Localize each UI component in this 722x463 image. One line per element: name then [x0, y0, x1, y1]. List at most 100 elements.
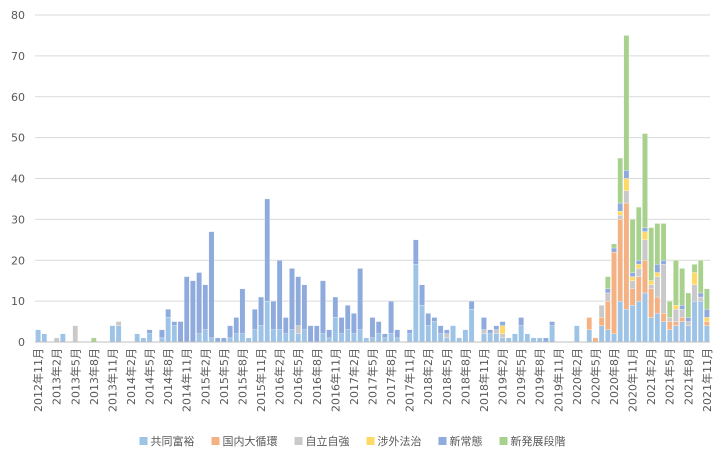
legend-label: 涉外法治: [378, 434, 422, 448]
bar-segment: [704, 288, 710, 310]
bar-segment: [171, 325, 178, 343]
bar-segment: [146, 329, 153, 334]
y-tick-label: 20: [11, 254, 25, 267]
bar-segment: [450, 325, 456, 343]
bar-segment: [493, 325, 500, 330]
bar-segment: [524, 333, 531, 343]
bar-segment: [301, 329, 308, 343]
bar-segment: [115, 321, 122, 326]
bar-segment: [623, 35, 630, 171]
bar-segment: [344, 305, 351, 330]
bar-segment: [388, 300, 394, 334]
x-tick-label: 2015年5月: [217, 348, 231, 405]
bar-segment: [530, 337, 537, 343]
bar-segment: [171, 321, 178, 326]
bar-segment: [617, 219, 623, 302]
bar-segment: [629, 280, 636, 290]
bar-segment: [673, 305, 679, 310]
bar-segment: [605, 276, 611, 290]
y-tick-label: 70: [11, 50, 25, 63]
bar-segment: [258, 296, 264, 326]
bar-segment: [636, 260, 642, 265]
x-tick-label: 2021年2月: [644, 348, 658, 405]
bar-segment: [295, 333, 301, 343]
bar-segment: [679, 305, 685, 310]
bar-segment: [233, 333, 240, 343]
bar-segment: [691, 264, 698, 273]
bar-segment: [369, 337, 376, 343]
bar-segment: [685, 321, 692, 326]
bar-segment: [629, 219, 636, 273]
bar-segment: [505, 337, 512, 343]
bar-segment: [276, 329, 283, 343]
bar-segment: [190, 280, 196, 343]
x-tick-label: 2013年11月: [105, 348, 119, 412]
bar-segment: [481, 317, 487, 330]
bar-segment: [239, 333, 246, 343]
bar-segment: [468, 300, 475, 310]
x-tick-label: 2015年11月: [254, 348, 268, 412]
bar-segment: [326, 337, 332, 343]
bar-segment: [202, 329, 209, 343]
bar-segment: [586, 317, 592, 330]
x-tick-label: 2016年2月: [273, 348, 287, 405]
x-tick-label: 2020年5月: [588, 348, 602, 405]
bar-segment: [592, 337, 599, 343]
bar-segment: [629, 272, 636, 277]
x-tick-label: 2017年2月: [347, 348, 361, 405]
bar-segment: [425, 325, 431, 343]
bar-segment: [697, 292, 704, 298]
bar-segment: [258, 325, 264, 343]
legend-label: 自立自強: [306, 434, 350, 448]
bar-segment: [227, 325, 233, 339]
legend-label: 共同富裕: [151, 434, 195, 448]
bar-segment: [685, 292, 692, 318]
x-tick-label: 2019年8月: [533, 348, 547, 405]
bar-segment: [648, 317, 654, 343]
bar-segment: [493, 329, 500, 334]
bar-segment: [227, 337, 233, 343]
bar-segment: [666, 321, 673, 330]
bar-segment: [264, 300, 270, 343]
bar-segment: [636, 264, 642, 269]
bar-segment: [431, 321, 438, 343]
bar-segment: [499, 337, 506, 343]
bar-segment: [605, 288, 611, 294]
bar-segment: [72, 325, 79, 343]
bar-segment: [642, 227, 648, 232]
bar-segment: [332, 296, 339, 318]
x-tick-label: 2016年8月: [310, 348, 324, 405]
bar-segment: [289, 329, 295, 343]
bar-segment: [413, 264, 419, 343]
x-tick-label: 2021年5月: [663, 348, 677, 405]
bar-segment: [666, 300, 673, 318]
bar-segment: [270, 300, 277, 330]
bar-segment: [611, 243, 617, 249]
bar-segment: [444, 329, 450, 334]
y-tick-label: 30: [11, 213, 25, 226]
legend-swatch: [499, 437, 508, 445]
bar-segment: [636, 206, 642, 261]
bar-segment: [382, 333, 388, 339]
bar-segment: [487, 333, 493, 343]
bar-segment: [691, 300, 698, 343]
bar-segment: [691, 284, 698, 302]
bar-segment: [611, 333, 617, 343]
bar-segment: [301, 284, 308, 330]
bar-segment: [642, 292, 648, 343]
bar-segment: [196, 333, 202, 343]
bar-segment: [214, 337, 221, 343]
x-tick-label: 2014年2月: [124, 348, 138, 405]
x-tick-label: 2013年8月: [87, 348, 101, 405]
bar-segment: [493, 333, 500, 343]
x-tick-label: 2016年11月: [328, 348, 342, 412]
bar-segment: [357, 329, 363, 343]
bar-segment: [320, 333, 326, 343]
bar-segment: [134, 333, 140, 343]
x-tick-label: 2016年5月: [291, 348, 305, 405]
bar-segment: [264, 198, 270, 302]
bar-segment: [654, 223, 661, 265]
bar-segment: [617, 202, 623, 212]
bar-segment: [499, 333, 506, 339]
bar-segment: [369, 317, 376, 339]
